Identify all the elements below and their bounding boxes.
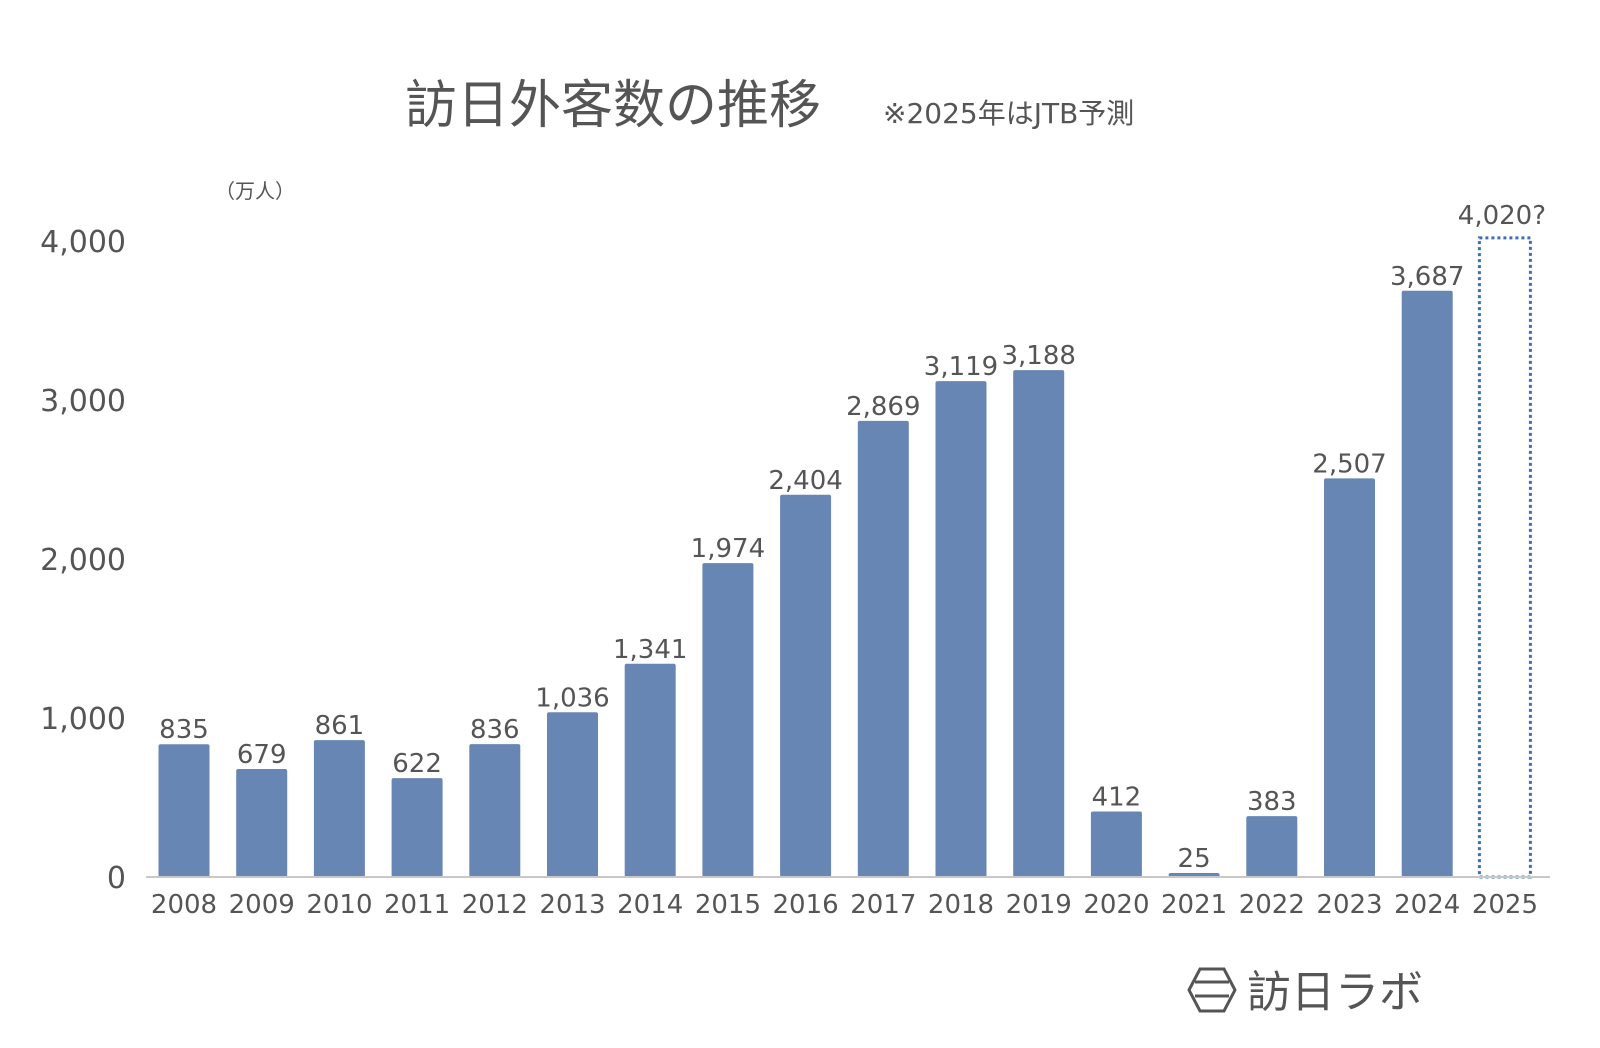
x-tick-label: 2011	[384, 890, 450, 920]
y-axis-ticks: 0 1,000 2,000 3,000 4,000	[40, 225, 126, 896]
x-tick-label: 2013	[539, 890, 605, 920]
y-tick-label: 4,000	[40, 225, 126, 260]
y-tick-label: 0	[107, 861, 126, 896]
x-tick-label: 2019	[1006, 890, 1072, 920]
x-tick-label: 2010	[306, 890, 372, 920]
data-label: 383	[1247, 787, 1297, 817]
bar	[1090, 811, 1142, 877]
x-tick-label: 2008	[151, 890, 217, 920]
bar	[158, 744, 210, 877]
x-tick-label: 2021	[1161, 890, 1227, 920]
bar	[236, 769, 288, 877]
brand-name: 訪日ラボ	[1247, 967, 1423, 1018]
x-tick-label: 2025	[1472, 890, 1538, 920]
x-tick-label: 2012	[462, 890, 528, 920]
bar	[935, 381, 987, 877]
data-label: 679	[237, 740, 287, 770]
x-tick-label: 2022	[1239, 890, 1305, 920]
x-tick-label: 2014	[617, 890, 683, 920]
bar	[780, 494, 832, 877]
bar	[469, 744, 521, 877]
bar	[624, 663, 676, 877]
x-axis-ticks: 2008 2009 2010 2011 2012 2013 2014 2015 2016 2017…	[151, 890, 1538, 920]
y-tick-label: 3,000	[40, 384, 126, 419]
data-label: 1,341	[613, 635, 687, 665]
x-tick-label: 2024	[1394, 890, 1460, 920]
brand-logo: 訪日ラボ	[1187, 967, 1423, 1018]
data-label: 412	[1092, 782, 1142, 812]
bar	[1246, 816, 1298, 877]
bar	[702, 563, 754, 877]
x-tick-label: 2020	[1083, 890, 1149, 920]
hexagon-logo-icon	[1187, 967, 1237, 1013]
bar	[313, 740, 365, 877]
y-tick-label: 2,000	[40, 543, 126, 578]
data-label: 3,188	[1001, 341, 1075, 371]
bar	[391, 778, 443, 877]
data-label: 836	[470, 715, 520, 745]
x-tick-label: 2017	[850, 890, 916, 920]
bar	[1013, 370, 1065, 877]
x-tick-label: 2009	[229, 890, 295, 920]
x-tick-label: 2016	[773, 890, 839, 920]
bar	[547, 712, 598, 877]
x-tick-label: 2023	[1316, 890, 1382, 920]
bars	[158, 236, 1532, 879]
forecast-bar	[1477, 236, 1532, 879]
data-label: 2,507	[1312, 449, 1386, 479]
bar	[1401, 290, 1453, 878]
data-label: 622	[392, 749, 442, 779]
data-label: 4,020?	[1458, 201, 1546, 231]
data-label: 2,404	[768, 466, 842, 496]
x-tick-label: 2018	[928, 890, 994, 920]
bar	[857, 420, 909, 877]
data-label: 835	[159, 715, 209, 745]
y-unit-label: （万人）	[215, 179, 295, 203]
data-label: 1,036	[535, 683, 609, 713]
data-label: 25	[1178, 844, 1211, 874]
y-tick-label: 1,000	[40, 702, 126, 737]
data-label: 3,119	[924, 352, 998, 382]
data-label: 861	[315, 711, 365, 741]
chart-subtitle: ※2025年はJTB予測	[883, 97, 1134, 130]
data-label: 3,687	[1390, 262, 1464, 292]
data-label: 2,869	[846, 392, 920, 422]
chart-title: 訪日外客数の推移	[405, 76, 821, 136]
data-label: 1,974	[691, 534, 765, 564]
bar	[1324, 478, 1375, 877]
x-tick-label: 2015	[695, 890, 761, 920]
